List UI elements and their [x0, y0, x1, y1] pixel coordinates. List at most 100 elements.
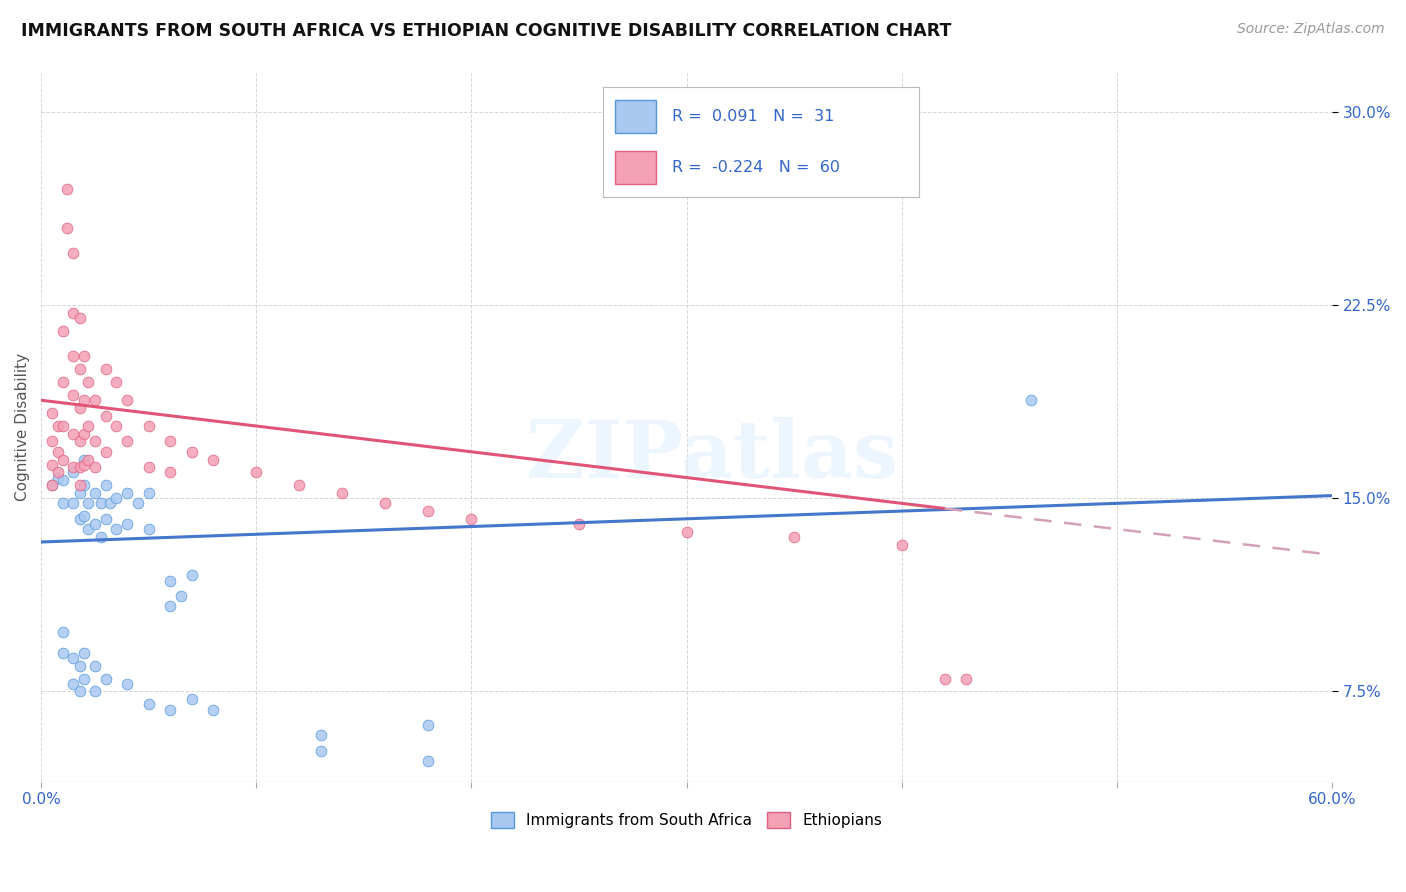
Point — [170, 589, 193, 603]
Point — [56, 220, 79, 235]
Point — [159, 434, 181, 449]
Point — [73, 646, 96, 660]
Point — [52, 625, 75, 640]
Point — [69, 478, 91, 492]
Point — [73, 426, 96, 441]
Point — [52, 646, 75, 660]
Point — [77, 419, 100, 434]
Point — [69, 486, 91, 500]
Point — [94, 362, 117, 376]
Point — [62, 388, 84, 402]
Point — [69, 434, 91, 449]
Point — [41, 406, 63, 420]
Point — [62, 350, 84, 364]
Point — [83, 434, 105, 449]
Point — [83, 684, 105, 698]
Point — [69, 512, 91, 526]
Point — [69, 684, 91, 698]
Point — [69, 658, 91, 673]
Point — [934, 672, 956, 686]
Point — [83, 393, 105, 408]
Point — [159, 702, 181, 716]
Point — [41, 478, 63, 492]
Point — [159, 574, 181, 588]
Point — [46, 466, 69, 480]
Point — [62, 466, 84, 480]
Point — [77, 496, 100, 510]
Point — [90, 496, 112, 510]
Point — [73, 509, 96, 524]
Point — [418, 754, 440, 768]
Point — [180, 692, 202, 706]
Point — [1019, 393, 1042, 408]
Legend: Immigrants from South Africa, Ethiopians: Immigrants from South Africa, Ethiopians — [485, 806, 889, 834]
Point — [77, 375, 100, 389]
Point — [46, 419, 69, 434]
Point — [245, 466, 267, 480]
Text: Source: ZipAtlas.com: Source: ZipAtlas.com — [1237, 22, 1385, 37]
Text: IMMIGRANTS FROM SOUTH AFRICA VS ETHIOPIAN COGNITIVE DISABILITY CORRELATION CHART: IMMIGRANTS FROM SOUTH AFRICA VS ETHIOPIA… — [21, 22, 952, 40]
Point — [62, 496, 84, 510]
Point — [159, 466, 181, 480]
Point — [138, 419, 160, 434]
Point — [90, 530, 112, 544]
Point — [105, 522, 128, 536]
Point — [41, 458, 63, 472]
Point — [180, 568, 202, 582]
Point — [890, 538, 912, 552]
Point — [52, 473, 75, 487]
Point — [675, 524, 697, 539]
Point — [783, 530, 806, 544]
Point — [418, 504, 440, 518]
Point — [180, 445, 202, 459]
Point — [69, 401, 91, 415]
Point — [83, 486, 105, 500]
Point — [62, 426, 84, 441]
Point — [115, 434, 138, 449]
Point — [52, 496, 75, 510]
Point — [94, 409, 117, 423]
Point — [41, 434, 63, 449]
Point — [138, 698, 160, 712]
Point — [105, 375, 128, 389]
Point — [94, 672, 117, 686]
Point — [62, 246, 84, 260]
Point — [69, 460, 91, 475]
Point — [46, 470, 69, 484]
Point — [52, 375, 75, 389]
Point — [73, 672, 96, 686]
Point — [83, 658, 105, 673]
Point — [127, 496, 149, 510]
Point — [115, 393, 138, 408]
Point — [105, 491, 128, 506]
Point — [309, 744, 332, 758]
Point — [288, 478, 311, 492]
Point — [83, 516, 105, 531]
Point — [52, 452, 75, 467]
Point — [309, 728, 332, 742]
Text: ZIPatlas: ZIPatlas — [526, 417, 898, 495]
Point — [115, 516, 138, 531]
Point — [83, 460, 105, 475]
Point — [73, 478, 96, 492]
Point — [73, 393, 96, 408]
Point — [69, 362, 91, 376]
Point — [202, 702, 225, 716]
Point — [46, 445, 69, 459]
Point — [94, 445, 117, 459]
Point — [94, 512, 117, 526]
Point — [94, 478, 117, 492]
Point — [955, 672, 977, 686]
Point — [52, 324, 75, 338]
Point — [115, 486, 138, 500]
Point — [73, 350, 96, 364]
Point — [138, 522, 160, 536]
Point — [62, 305, 84, 319]
Point — [52, 419, 75, 434]
Point — [56, 182, 79, 196]
Point — [77, 522, 100, 536]
Point — [202, 452, 225, 467]
Point — [374, 496, 396, 510]
Point — [62, 651, 84, 665]
Point — [62, 460, 84, 475]
